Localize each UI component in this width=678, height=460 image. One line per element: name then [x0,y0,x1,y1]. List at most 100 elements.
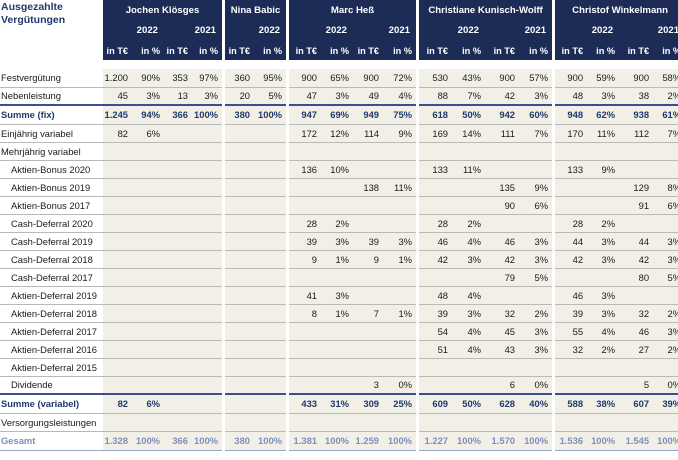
value-cell: 32 [485,304,520,323]
value-cell: 5 [619,376,654,395]
percent-cell [132,268,164,287]
value-cell: 112 [619,124,654,143]
column-gap [286,268,290,286]
percent-cell [321,178,354,197]
percent-cell: 3% [519,87,553,106]
value-cell [164,304,192,323]
percent-cell: 3% [321,87,354,106]
column-gap [552,105,556,124]
column-gap [552,286,556,304]
value-cell [103,340,132,359]
value-cell: 27 [619,340,654,359]
value-cell: 938 [619,105,654,125]
column-gap [552,358,556,376]
percent-cell [254,394,287,414]
percent-cell: 100% [192,431,223,451]
value-cell [103,196,132,215]
percent-cell [192,124,223,143]
row-label: Festvergütung [0,69,103,88]
value-cell [103,232,132,251]
row-label: Cash-Deferral 2019 [0,232,103,251]
percent-cell [653,413,678,432]
row-label: Aktien-Deferral 2015 [0,358,103,377]
row-label: Aktien-Deferral 2017 [0,322,103,341]
percent-cell: 1% [383,250,417,269]
row-label: Summe (fix) [0,105,103,125]
unit-teur-header: in T€ [619,41,654,60]
table-row: Summe (fix) 1.245 94% 366 100% 380 100% 947 69% 9… [0,105,678,125]
value-cell [289,322,322,341]
percent-cell [192,394,223,414]
value-cell: 88 [419,87,453,106]
value-cell [225,196,255,215]
column-gap [222,394,226,413]
value-cell: 900 [619,69,654,88]
value-cell: 44 [555,232,588,251]
value-cell [353,413,384,432]
value-cell [555,376,588,395]
column-gap [552,340,556,358]
percent-cell: 31% [321,394,354,414]
table-title-line1: Ausgezahlte [1,1,63,13]
value-cell [619,160,654,179]
value-cell [103,214,132,233]
value-cell [225,160,255,179]
column-gap [416,160,420,178]
column-gap [286,340,290,358]
column-gap [552,0,556,20]
value-cell: 607 [619,394,654,414]
column-gap [286,178,290,196]
percent-cell: 5% [254,87,287,106]
year-header: 2021 [619,20,678,41]
percent-cell: 3% [192,87,223,106]
table-row: Aktien-Bonus 2020 136 10% 133 11% 133 9% [0,160,678,179]
value-cell: 609 [419,394,453,414]
value-cell: 91 [619,196,654,215]
value-cell: 380 [225,105,255,125]
percent-cell [519,214,553,233]
value-cell: 20 [225,87,255,106]
column-gap [286,413,290,431]
percent-cell: 4% [452,286,486,305]
percent-cell: 40% [519,394,553,414]
value-cell: 628 [485,394,520,414]
year-header: 2022 [419,20,486,41]
value-cell: 28 [419,214,453,233]
unit-percent-header: in % [383,41,417,60]
column-gap [286,232,290,250]
value-cell: 8 [289,304,322,323]
value-cell: 42 [555,250,588,269]
value-cell: 353 [164,69,192,88]
percent-cell [452,142,486,161]
column-gap [222,304,226,322]
percent-cell [132,304,164,323]
percent-cell [383,142,417,161]
column-gap [286,20,290,41]
column-gap [416,178,420,196]
value-cell: 49 [353,87,384,106]
value-cell [164,232,192,251]
percent-cell: 4% [452,340,486,359]
percent-cell: 2% [587,340,620,359]
person-name-header: Jochen Klösges [103,0,223,20]
column-gap [552,41,556,60]
value-cell [164,376,192,395]
percent-cell [192,340,223,359]
table-row: Aktien-Deferral 2018 8 1% 7 1% 39 3% 32 2% 39 3% 32… [0,304,678,323]
value-cell [289,376,322,395]
percent-cell: 1% [321,304,354,323]
percent-cell [519,160,553,179]
percent-cell [452,358,486,377]
percent-cell: 1% [321,250,354,269]
value-cell: 51 [419,340,453,359]
value-cell [164,394,192,414]
value-cell [289,142,322,161]
value-cell: 360 [225,69,255,88]
percent-cell: 100% [132,431,164,451]
row-label: Gesamt [0,431,103,451]
value-cell: 1.381 [289,431,322,451]
value-cell [555,196,588,215]
percent-cell [192,196,223,215]
table-row: Cash-Deferral 2020 28 2% 28 2% 28 2% [0,214,678,233]
